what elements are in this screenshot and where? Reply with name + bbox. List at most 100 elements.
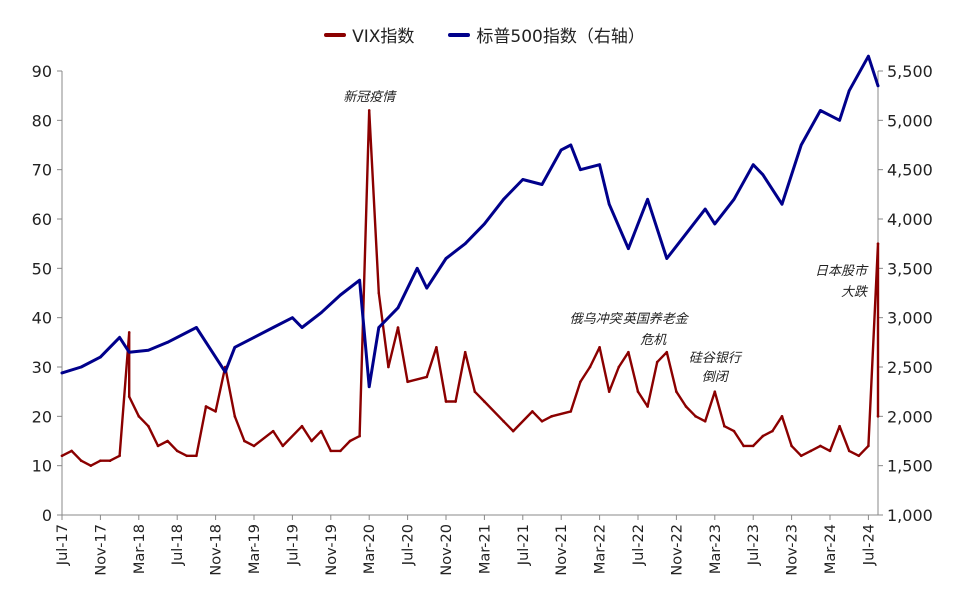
sp500-point (483, 222, 486, 226)
x-tick-label: Mar-24 (823, 524, 839, 574)
x-tick-label: Jul-23 (746, 524, 762, 566)
vix-point (799, 454, 803, 458)
vix-point (233, 415, 237, 418)
vix-point (857, 454, 861, 458)
x-tick-label: Nov-22 (669, 524, 685, 576)
y-left-tick-label: 80 (32, 111, 52, 130)
vix-point (377, 291, 381, 295)
vix-point (310, 439, 313, 443)
vix-point (809, 449, 813, 453)
x-tick-label: Nov-18 (209, 524, 225, 576)
vix-point (540, 419, 544, 423)
sp500-point (415, 267, 419, 270)
sp500-point (847, 89, 851, 93)
sp500-point (579, 168, 582, 171)
annotation-label: 日本股市 (815, 263, 869, 279)
sp500-line (60, 54, 880, 389)
legend-label-vix: VIX指数 (352, 27, 415, 47)
x-tick-label: Jul-21 (516, 524, 532, 566)
vix-point (665, 350, 669, 354)
vix-point (166, 439, 169, 443)
vix-point (703, 419, 707, 423)
y-right-tick-label: 2,000 (887, 407, 933, 426)
vix-point (243, 439, 246, 443)
sp500-point (761, 173, 765, 176)
vix-point (761, 434, 765, 438)
chart-legend: VIX指数 标普500指数（右轴） (0, 22, 969, 47)
sp500-point (521, 178, 525, 181)
vix-point (185, 454, 189, 458)
vix-point (473, 390, 477, 393)
x-tick-label: Mar-20 (362, 524, 378, 574)
sp500-point (147, 348, 150, 352)
vix-point (627, 350, 630, 354)
vix-point (694, 415, 697, 418)
y-left-tick-label: 10 (32, 457, 52, 476)
vix-point (425, 375, 429, 379)
vix-point (569, 410, 573, 413)
y-right-tick-label: 5,500 (887, 62, 933, 81)
vix-point (780, 415, 784, 418)
x-tick-label: Jul-20 (401, 524, 417, 566)
sp500-point (79, 365, 83, 369)
x-tick-label: Mar-21 (477, 524, 493, 574)
sp500-point (271, 326, 275, 329)
legend-swatch-sp500 (448, 32, 471, 37)
sp500-point (127, 350, 131, 354)
sp500-point (367, 385, 371, 389)
vix-point (435, 345, 438, 349)
vix-point (617, 365, 621, 369)
y-left-tick-label: 50 (32, 259, 52, 278)
legend-item-sp500: 标普500指数（右轴） (448, 22, 645, 47)
vix-point (684, 405, 688, 408)
sp500-point (799, 143, 803, 147)
vix-point (655, 360, 659, 364)
sp500-point (732, 197, 736, 201)
sp500-point (463, 242, 467, 245)
annotation-label: 大跌 (841, 285, 869, 300)
sp500-point (627, 247, 630, 250)
vix-point (319, 429, 323, 433)
sp500-point (425, 286, 429, 290)
vix-point (387, 365, 390, 369)
vix-point (281, 444, 285, 448)
sp500-point (166, 341, 169, 344)
x-tick-label: Mar-18 (132, 524, 148, 574)
sp500-point (559, 148, 563, 152)
sp500-point (358, 278, 361, 282)
vix-point (588, 365, 592, 369)
vix-point (79, 459, 83, 463)
sp500-point (838, 119, 841, 122)
vix-point (713, 390, 717, 393)
vix-point (598, 345, 601, 349)
y-left-tick-label: 20 (32, 407, 52, 426)
vix-line (60, 109, 880, 467)
vix-point (108, 459, 112, 463)
vix-point (675, 390, 678, 393)
vix-point (175, 449, 179, 453)
vix-point (828, 449, 832, 453)
sp500-point (319, 311, 323, 315)
sp500-point (684, 232, 688, 236)
vix-point (847, 449, 851, 453)
vix-point (339, 449, 342, 453)
sp500-point (60, 371, 64, 375)
vix-point (348, 439, 352, 443)
vix-point (367, 109, 371, 112)
vix-point (406, 380, 409, 384)
sp500-point (291, 316, 294, 319)
y-right-tick-label: 2,500 (887, 358, 933, 377)
sp500-point (252, 336, 256, 339)
x-tick-label: Nov-19 (324, 524, 340, 576)
vix-point (790, 444, 793, 448)
x-tick-label: Jul-17 (55, 524, 71, 566)
annotation-label: 硅谷银行 (689, 351, 743, 366)
y-right-tick-label: 1,000 (887, 506, 933, 525)
vix-point (838, 424, 841, 428)
annotation-label: 危机 (640, 333, 667, 348)
vix-point (550, 415, 553, 418)
vix-point (156, 444, 160, 448)
y-left-tick-label: 60 (32, 210, 52, 229)
x-tick-label: Nov-17 (93, 524, 109, 576)
sp500-point (569, 143, 573, 147)
